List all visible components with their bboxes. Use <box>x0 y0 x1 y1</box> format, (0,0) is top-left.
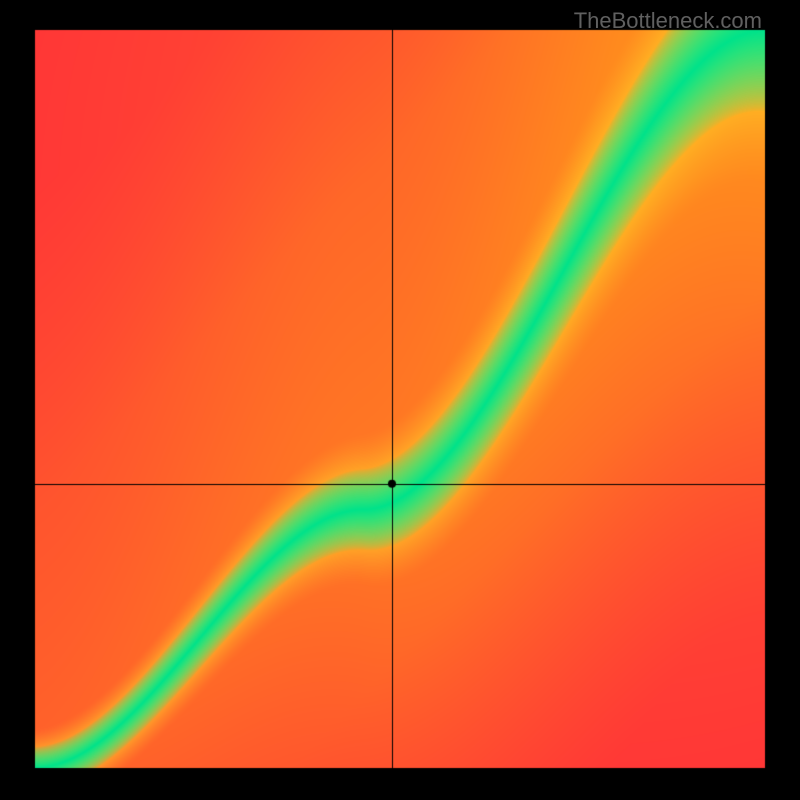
chart-container: TheBottleneck.com <box>0 0 800 800</box>
heatmap-canvas <box>0 0 800 800</box>
watermark-text: TheBottleneck.com <box>574 8 762 34</box>
